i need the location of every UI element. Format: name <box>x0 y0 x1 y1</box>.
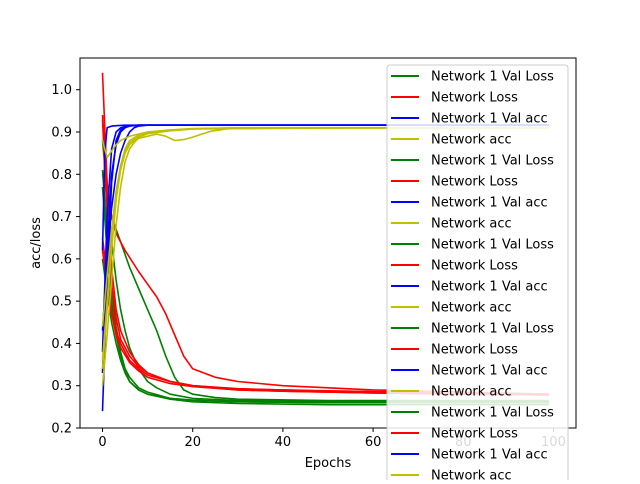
legend-label: Network Loss <box>431 175 518 190</box>
series-line-9 <box>101 237 549 395</box>
series-line-20 <box>101 127 549 361</box>
legend-label: Network Loss <box>431 259 518 274</box>
legend-label: Network 1 Val acc <box>431 196 548 211</box>
legend-label: Network 1 Val Loss <box>431 154 554 169</box>
x-tick-label: 60 <box>365 435 382 450</box>
legend-label: Network Loss <box>431 427 518 442</box>
legend: Network 1 Val Loss Network Loss Network 1 … <box>386 64 569 484</box>
y-tick-label: 0.4 <box>51 337 72 352</box>
legend-label: Network Loss <box>431 91 518 106</box>
x-axis-label: Epochs <box>305 456 352 471</box>
legend-label: Network Loss <box>431 343 518 358</box>
legend-label: Network 1 Val Loss <box>431 406 554 421</box>
x-tick-label: 40 <box>275 435 292 450</box>
x-tick-label: 0 <box>98 435 106 450</box>
series-layer <box>101 72 549 412</box>
legend-label: Network 1 Val Loss <box>431 70 554 85</box>
legend-label: Network acc <box>431 301 512 316</box>
legend-label: Network acc <box>431 385 512 400</box>
y-tick-label: 0.8 <box>51 168 72 183</box>
series-line-4 <box>101 174 549 402</box>
y-tick-label: 0.9 <box>51 126 72 141</box>
y-tick-label: 0.2 <box>51 422 72 437</box>
series-line-10 <box>101 250 549 396</box>
legend-label: Network 1 Val Loss <box>431 322 554 337</box>
plot-frame <box>79 57 577 429</box>
y-ticks: 0.2 0.3 0.4 0.5 0.6 0.7 0.8 0.9 1.0 <box>51 83 80 437</box>
legend-label: Network acc <box>431 217 512 232</box>
legend-label: Network 1 Val acc <box>431 448 548 463</box>
y-tick-label: 0.5 <box>51 295 72 310</box>
y-axis-label: acc/loss <box>29 217 44 269</box>
legend-label: Network acc <box>431 133 512 148</box>
series-line-15 <box>101 124 549 374</box>
legend-box <box>386 64 569 484</box>
series-line-5 <box>101 258 549 404</box>
y-tick-label: 1.0 <box>51 83 72 98</box>
y-tick-label: 0.3 <box>51 379 72 394</box>
legend-label: Network acc <box>431 469 512 481</box>
y-tick-label: 0.7 <box>51 210 72 225</box>
legend-label: Network 1 Val acc <box>431 280 548 295</box>
y-tick-label: 0.6 <box>51 252 72 267</box>
x-tick-label: 20 <box>184 435 201 450</box>
legend-label: Network 1 Val acc <box>431 112 548 127</box>
legend-label: Network 1 Val Loss <box>431 238 554 253</box>
legend-label: Network 1 Val acc <box>431 364 548 379</box>
